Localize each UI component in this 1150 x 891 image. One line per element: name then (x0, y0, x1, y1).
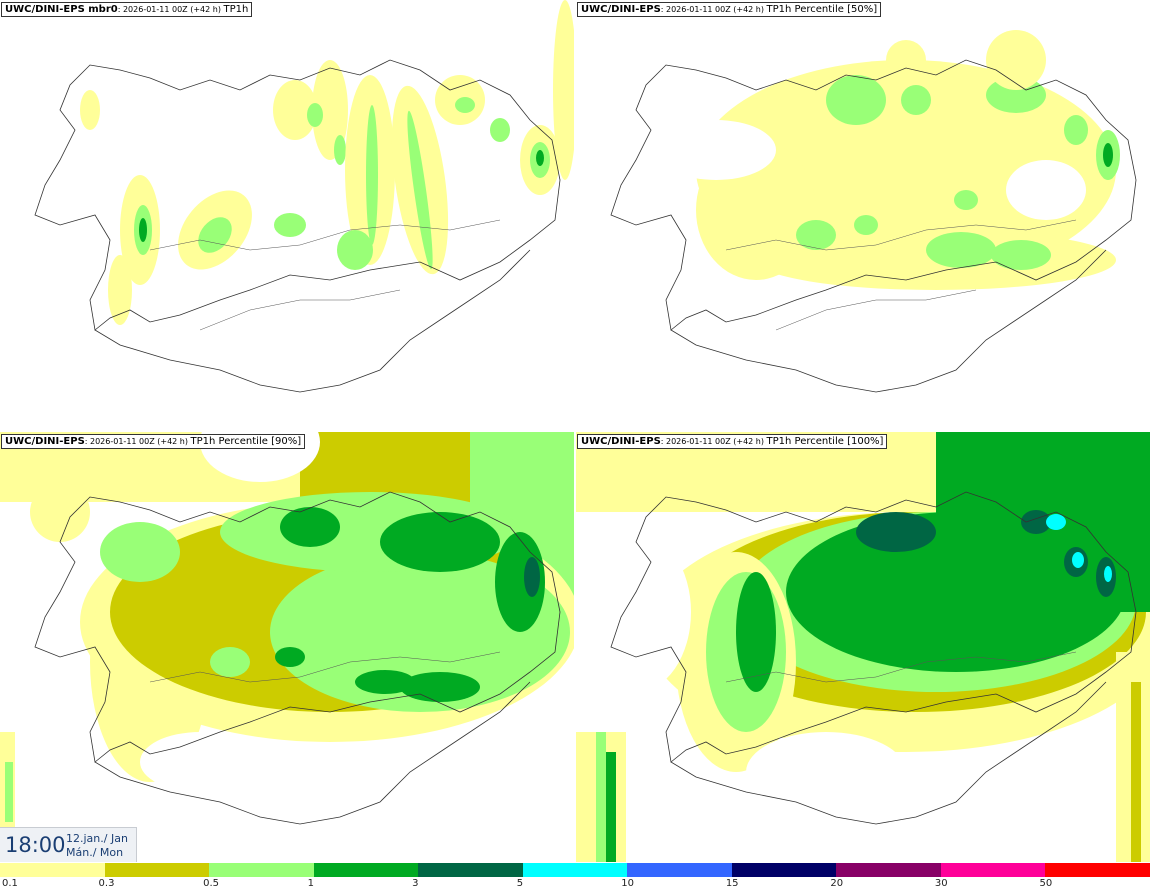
precip-field (0, 432, 574, 862)
precip-field (656, 30, 1120, 290)
panel-run-time: : 2026-01-11 00Z (+42 h) (84, 437, 191, 446)
panel-divider-horizontal (0, 430, 1150, 432)
panel-source: UWC/DINI-EPS (581, 4, 661, 15)
legend-tick-label: 1 (307, 878, 314, 889)
legend-swatch (0, 863, 105, 877)
map-panel-p50: UWC/DINI-EPS: 2026-01-11 00Z (+42 h) TP1… (576, 0, 1150, 430)
legend-swatch (627, 863, 733, 877)
coastline (34, 59, 561, 393)
coastline (610, 491, 1137, 825)
panel-source: UWC/DINI-EPS (5, 4, 85, 15)
coastline (34, 491, 561, 825)
panel-title-p100: UWC/DINI-EPS: 2026-01-11 00Z (+42 h) TP1… (577, 434, 888, 449)
precip-field (576, 432, 1150, 862)
precip-map-member0 (34, 0, 574, 393)
precip-field (80, 0, 574, 325)
legend-tick-label: 50 (1039, 878, 1053, 889)
panel-field: TP1h Percentile [50%] (766, 4, 878, 15)
legend-swatch (940, 863, 1046, 877)
panel-title-p50: UWC/DINI-EPS: 2026-01-11 00Z (+42 h) TP1… (577, 2, 882, 17)
panel-run-time: : 2026-01-11 00Z (+42 h) (660, 5, 767, 14)
legend-tick-label: 0.3 (98, 878, 115, 889)
legend-tick-label: 0.1 (2, 878, 18, 889)
panel-run-time: : 2026-01-11 00Z (+42 h) (660, 437, 767, 446)
panel-field: TP1h (223, 4, 249, 15)
panel-title-p90: UWC/DINI-EPS: 2026-01-11 00Z (+42 h) TP1… (1, 434, 306, 449)
legend-tick-label: 20 (830, 878, 844, 889)
panel-source: UWC/DINI-EPS (5, 436, 85, 447)
legend-swatch (836, 863, 942, 877)
map-panel-p100: UWC/DINI-EPS: 2026-01-11 00Z (+42 h) TP1… (576, 432, 1150, 862)
panel-source: UWC/DINI-EPS (581, 436, 661, 447)
panel-field: TP1h Percentile [100%] (766, 436, 884, 447)
panel-run-time: : 2026-01-11 00Z (+42 h) (117, 5, 224, 14)
panel-field: TP1h Percentile [90%] (190, 436, 302, 447)
valid-time-box: 18:00 12.jan./ Jan Mán./ Mon (0, 827, 137, 862)
map-panel-member0: UWC/DINI-EPS mbr0: 2026-01-11 00Z (+42 h… (0, 0, 574, 430)
legend-swatch (209, 863, 315, 877)
valid-time: 18:00 (5, 833, 66, 857)
panel-member: mbr0 (84, 4, 118, 15)
legend-tick-label: 30 (934, 878, 948, 889)
legend-tick-label: 3 (412, 878, 419, 889)
legend-swatch (313, 863, 419, 877)
legend-swatch (731, 863, 837, 877)
legend-swatch (522, 863, 628, 877)
map-panel-p90: UWC/DINI-EPS: 2026-01-11 00Z (+42 h) TP1… (0, 432, 574, 862)
precip-map-p100 (576, 432, 1150, 862)
valid-date: 12.jan./ Jan Mán./ Mon (66, 832, 128, 860)
precip-map-p50 (610, 30, 1137, 393)
legend-swatch (418, 863, 524, 877)
coastline (610, 59, 1137, 393)
valid-date-line: 12.jan./ Jan (66, 832, 128, 845)
legend-swatch (1045, 863, 1150, 877)
legend-tick-label: 15 (725, 878, 739, 889)
legend-swatch (104, 863, 210, 877)
valid-day-line: Mán./ Mon (66, 846, 124, 859)
color-legend: 0.1 0.3 0.5 1 3 5 10 15 20 30 50 (0, 862, 1150, 891)
legend-tick-label: 5 (516, 878, 524, 889)
legend-tick-label: 10 (621, 878, 634, 889)
legend-tick-label: 0.5 (203, 878, 219, 889)
panel-title-member0: UWC/DINI-EPS mbr0: 2026-01-11 00Z (+42 h… (1, 2, 253, 17)
precip-map-p90 (0, 432, 574, 862)
